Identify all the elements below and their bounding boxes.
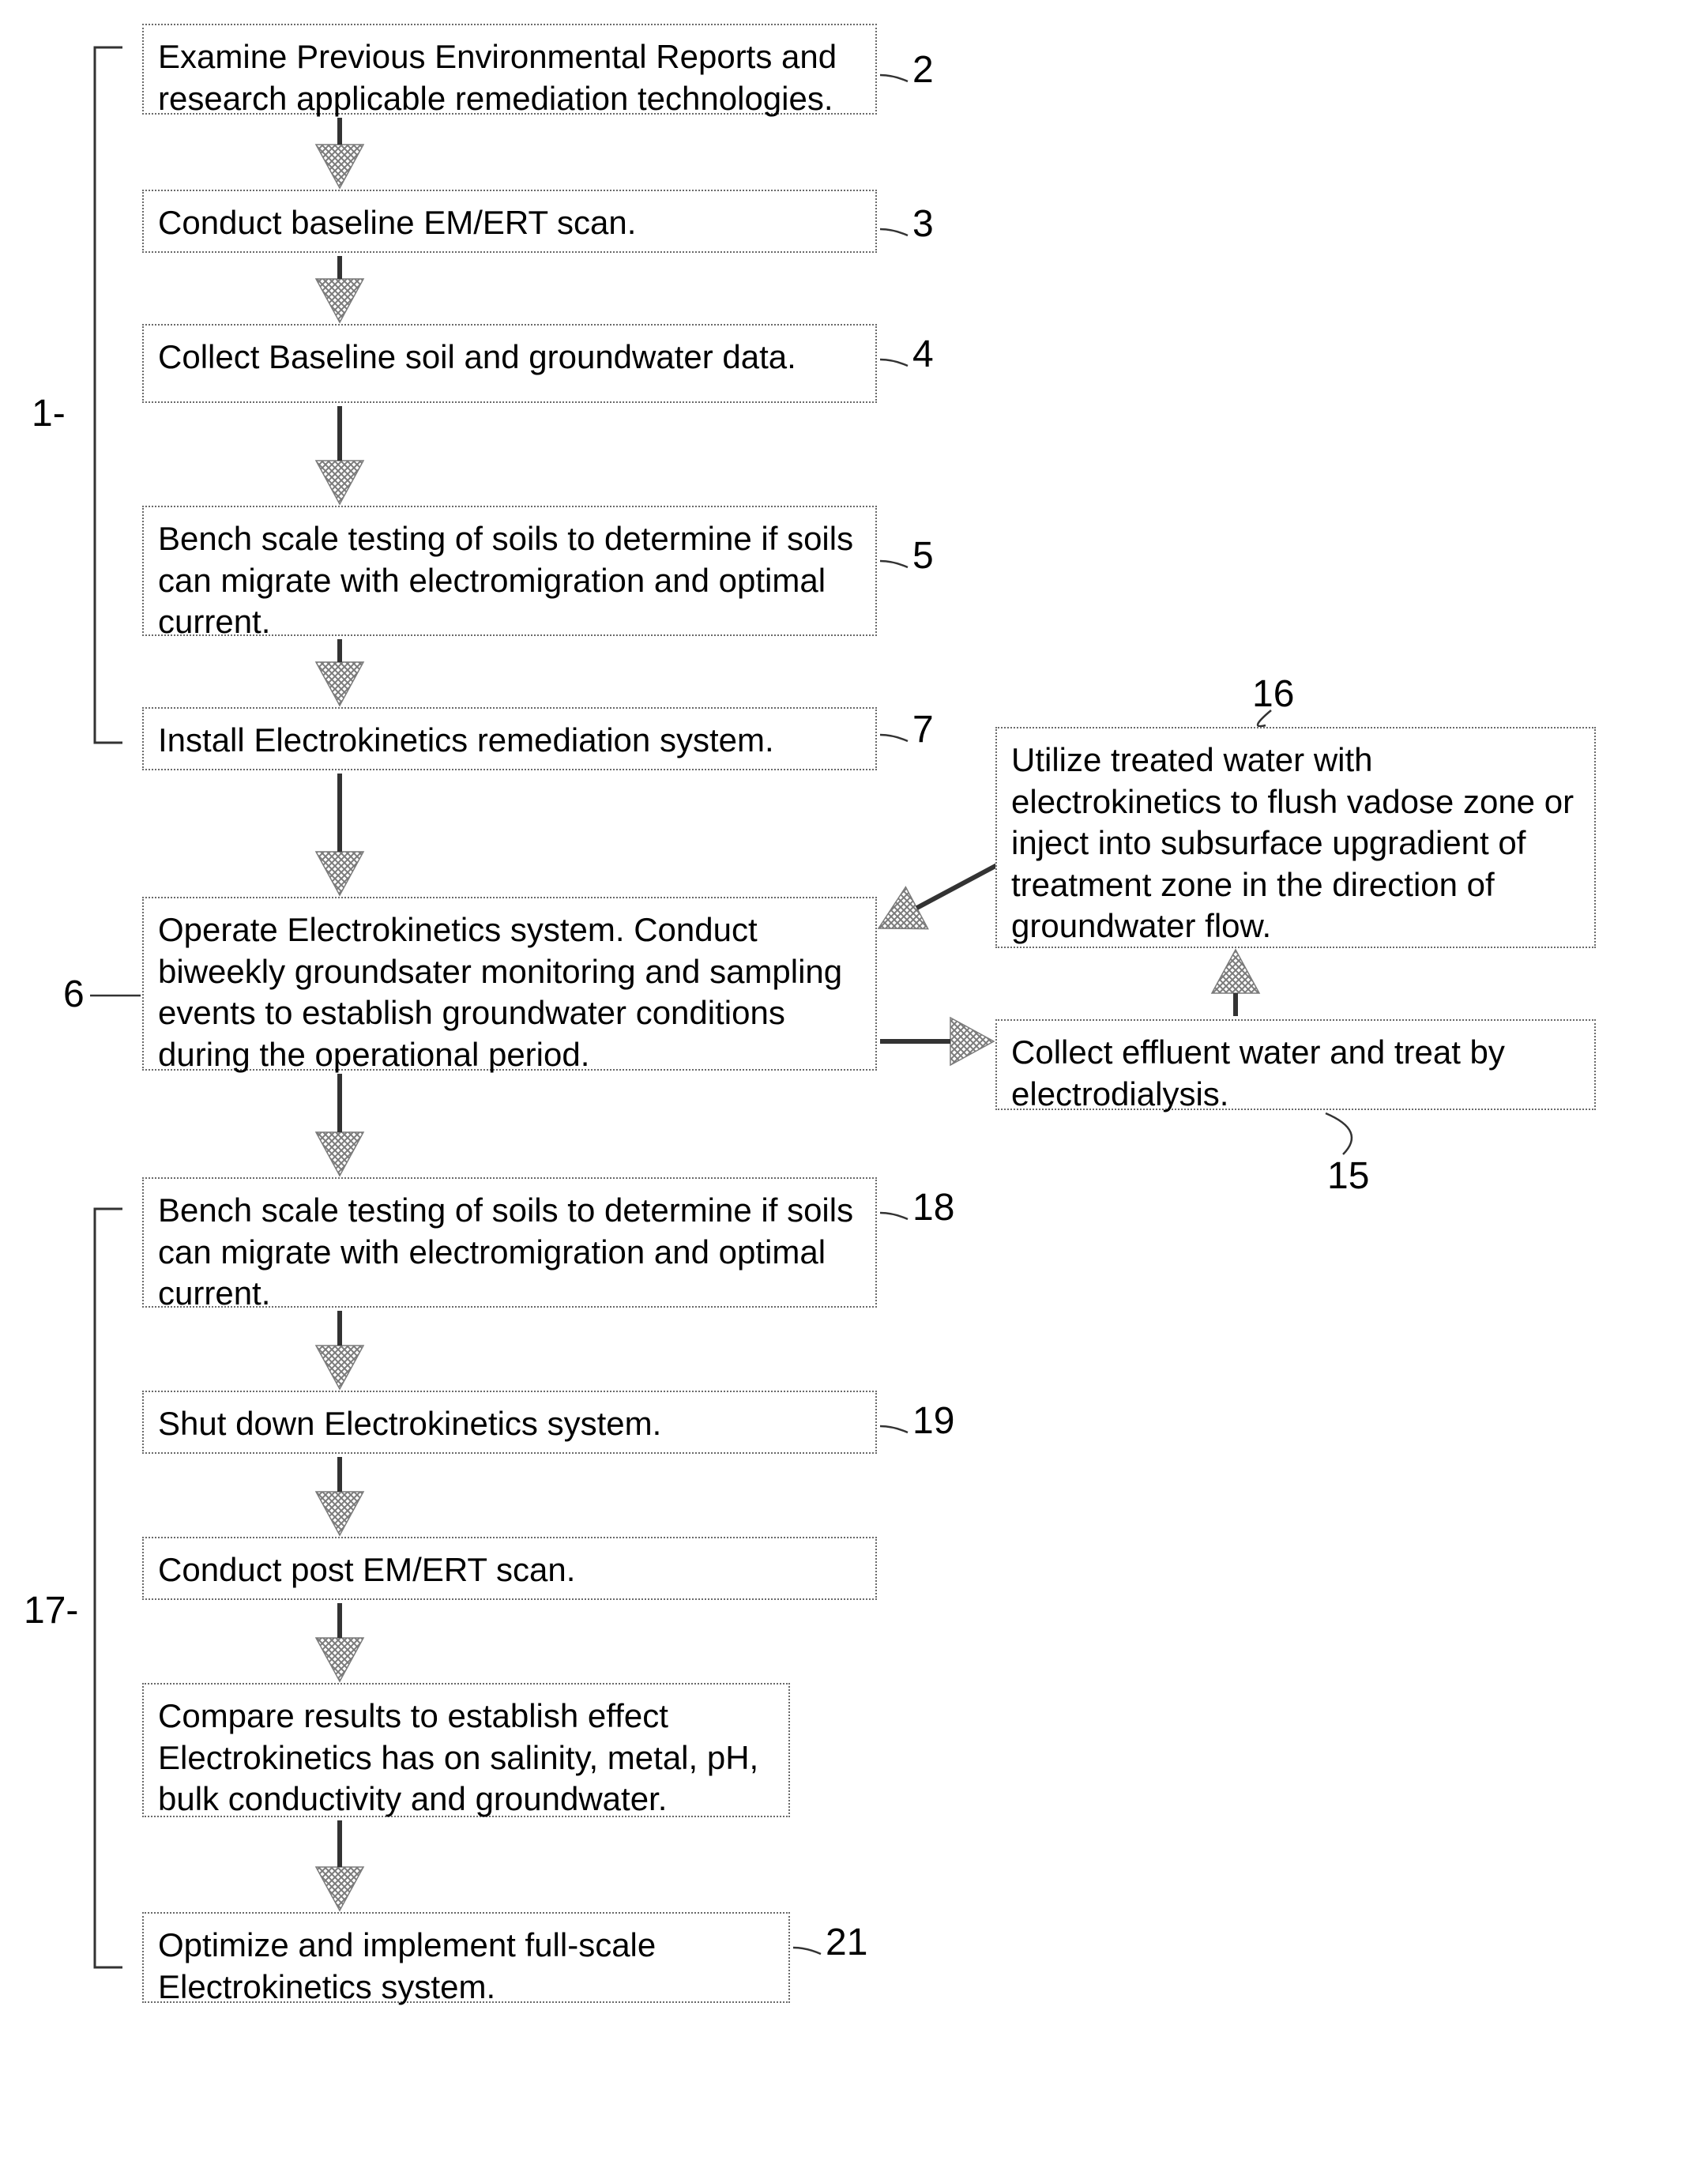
flow-node-n6: Operate Electrokinetics system. Conduct … xyxy=(142,897,877,1071)
flow-node-n5: Bench scale testing of soils to determin… xyxy=(142,506,877,636)
flow-node-n15: Collect effluent water and treat by elec… xyxy=(995,1019,1596,1110)
flow-node-n18: Bench scale testing of soils to determin… xyxy=(142,1177,877,1308)
flow-node-text: Utilize treated water with electrokineti… xyxy=(1011,741,1574,944)
ref-label-5: 5 xyxy=(912,537,934,575)
ref-label-7: 7 xyxy=(912,711,934,749)
flow-node-text: Bench scale testing of soils to determin… xyxy=(158,520,853,640)
flow-node-n2: Examine Previous Environmental Reports a… xyxy=(142,24,877,115)
ref-label-15: 15 xyxy=(1327,1158,1369,1195)
ref-label-18: 18 xyxy=(912,1189,954,1227)
flow-node-n21: Optimize and implement full-scale Electr… xyxy=(142,1912,790,2003)
flow-node-text: Install Electrokinetics remediation syst… xyxy=(158,721,774,759)
ref-label-19: 19 xyxy=(912,1402,954,1440)
flowchart-canvas: Examine Previous Environmental Reports a… xyxy=(0,0,1708,2157)
ref-label-21: 21 xyxy=(826,1924,867,1962)
flow-node-ncmp: Compare results to establish effect Elec… xyxy=(142,1683,790,1817)
ref-label-2: 2 xyxy=(912,51,934,89)
flow-node-text: Shut down Electrokinetics system. xyxy=(158,1405,661,1442)
flow-node-text: Collect effluent water and treat by elec… xyxy=(1011,1033,1505,1112)
flow-node-text: Operate Electrokinetics system. Conduct … xyxy=(158,911,842,1073)
bracket-label-1: 1- xyxy=(32,395,66,433)
bracket-label-17: 17- xyxy=(24,1592,78,1630)
flow-node-n4: Collect Baseline soil and groundwater da… xyxy=(142,324,877,403)
flow-node-n3: Conduct baseline EM/ERT scan. xyxy=(142,190,877,253)
flow-node-text: Conduct post EM/ERT scan. xyxy=(158,1551,575,1588)
ref-label-16: 16 xyxy=(1252,676,1294,713)
flow-node-n20: Conduct post EM/ERT scan. xyxy=(142,1537,877,1600)
flow-node-n16: Utilize treated water with electrokineti… xyxy=(995,727,1596,948)
flow-node-text: Compare results to establish effect Elec… xyxy=(158,1697,758,1817)
flow-node-text: Optimize and implement full-scale Electr… xyxy=(158,1926,656,2005)
flow-node-text: Examine Previous Environmental Reports a… xyxy=(158,38,837,117)
flow-node-text: Conduct baseline EM/ERT scan. xyxy=(158,204,636,241)
flow-node-text: Bench scale testing of soils to determin… xyxy=(158,1191,853,1312)
ref-label-4: 4 xyxy=(912,336,934,374)
flow-node-n19: Shut down Electrokinetics system. xyxy=(142,1391,877,1454)
ref-label-6: 6 xyxy=(63,976,85,1014)
flow-node-text: Collect Baseline soil and groundwater da… xyxy=(158,338,796,375)
ref-label-3: 3 xyxy=(912,205,934,243)
flow-node-n7: Install Electrokinetics remediation syst… xyxy=(142,707,877,770)
